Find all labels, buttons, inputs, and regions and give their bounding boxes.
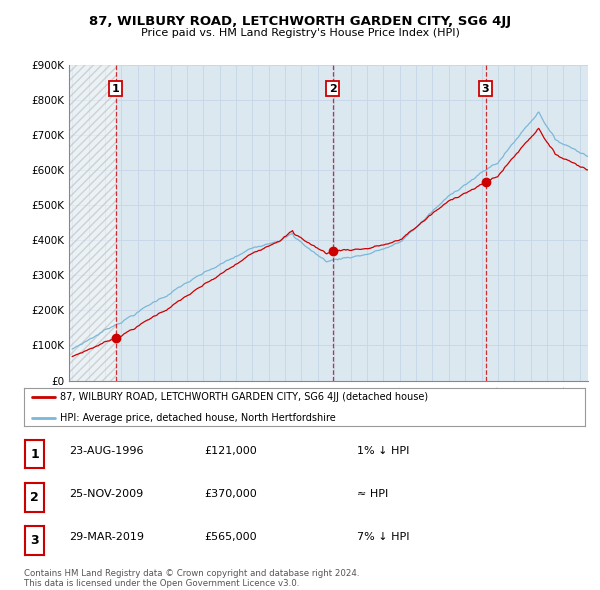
Text: 3: 3 <box>31 534 39 547</box>
Text: HPI: Average price, detached house, North Hertfordshire: HPI: Average price, detached house, Nort… <box>61 412 336 422</box>
Bar <box>69 65 116 381</box>
Text: 87, WILBURY ROAD, LETCHWORTH GARDEN CITY, SG6 4JJ: 87, WILBURY ROAD, LETCHWORTH GARDEN CITY… <box>89 15 511 28</box>
Text: Contains HM Land Registry data © Crown copyright and database right 2024.
This d: Contains HM Land Registry data © Crown c… <box>24 569 359 588</box>
Text: £121,000: £121,000 <box>204 446 257 455</box>
Text: 1% ↓ HPI: 1% ↓ HPI <box>357 446 409 455</box>
Text: 1: 1 <box>31 448 39 461</box>
Text: 1: 1 <box>112 84 119 94</box>
Text: 7% ↓ HPI: 7% ↓ HPI <box>357 532 409 542</box>
Text: £565,000: £565,000 <box>204 532 257 542</box>
Text: 25-NOV-2009: 25-NOV-2009 <box>69 489 143 499</box>
Text: Price paid vs. HM Land Registry's House Price Index (HPI): Price paid vs. HM Land Registry's House … <box>140 28 460 38</box>
Text: 87, WILBURY ROAD, LETCHWORTH GARDEN CITY, SG6 4JJ (detached house): 87, WILBURY ROAD, LETCHWORTH GARDEN CITY… <box>61 392 428 402</box>
Text: 3: 3 <box>482 84 490 94</box>
Text: £370,000: £370,000 <box>204 489 257 499</box>
Text: 29-MAR-2019: 29-MAR-2019 <box>69 532 144 542</box>
Text: 2: 2 <box>329 84 337 94</box>
Text: 2: 2 <box>31 491 39 504</box>
Text: ≈ HPI: ≈ HPI <box>357 489 388 499</box>
Text: 23-AUG-1996: 23-AUG-1996 <box>69 446 143 455</box>
